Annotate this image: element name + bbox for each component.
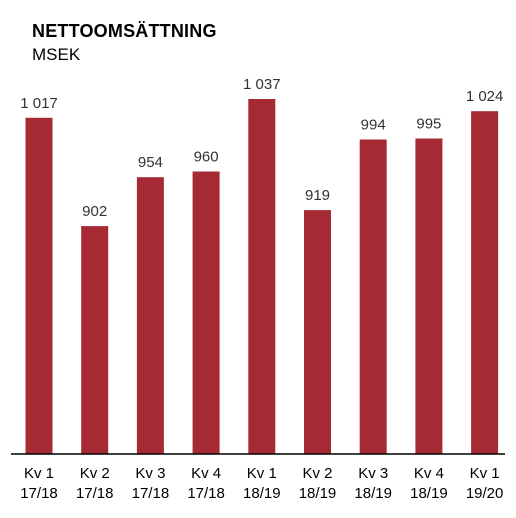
bar-7 [359,139,387,454]
bar-5 [248,99,276,454]
x-tick-label-3-line-2: 17/18 [132,485,170,502]
bar-4 [192,171,220,454]
value-label-9: 1 024 [466,88,504,105]
value-label-5: 1 037 [243,76,281,93]
chart-title: NETTOOMSÄTTNING [32,21,217,41]
x-tick-label-3-line-1: Kv 3 [135,465,165,482]
bar-3 [136,177,164,454]
x-tick-label-4-line-1: Kv 4 [191,465,221,482]
x-tick-label-6-line-2: 18/19 [299,485,337,502]
value-label-4: 960 [194,149,219,166]
x-tick-label-7-line-2: 18/19 [354,485,392,502]
bar-8 [415,138,443,454]
x-tick-label-9-line-1: Kv 1 [470,465,500,482]
value-label-2: 902 [82,203,107,220]
x-tick-label-1-line-2: 17/18 [20,485,58,502]
chart-subtitle: MSEK [32,45,81,64]
value-label-8: 995 [416,116,441,133]
x-tick-label-6-line-1: Kv 2 [302,465,332,482]
value-label-3: 954 [138,154,163,171]
x-tick-label-5-line-2: 18/19 [243,485,281,502]
x-tick-label-8-line-1: Kv 4 [414,465,444,482]
labels-group: 1 017 Kv 1 17/18 902 Kv 2 17/18 954 Kv 3 17/18 96… [20,76,503,502]
x-tick-label-7-line-1: Kv 3 [358,465,388,482]
x-tick-label-1-line-1: Kv 1 [24,465,54,482]
x-tick-label-4-line-2: 17/18 [187,485,225,502]
x-tick-label-5-line-1: Kv 1 [247,465,277,482]
x-tick-label-9-line-2: 19/20 [466,485,504,502]
x-tick-label-2-line-1: Kv 2 [80,465,110,482]
value-label-7: 994 [361,117,386,134]
x-tick-label-2-line-2: 17/18 [76,485,114,502]
bar-6 [304,210,331,454]
bar-1 [25,117,53,455]
bar-2 [81,226,109,454]
value-label-1: 1 017 [20,95,58,112]
bars-group [25,99,499,455]
bar-9 [471,111,499,454]
value-label-6: 919 [305,187,330,204]
x-tick-label-8-line-2: 18/19 [410,485,448,502]
